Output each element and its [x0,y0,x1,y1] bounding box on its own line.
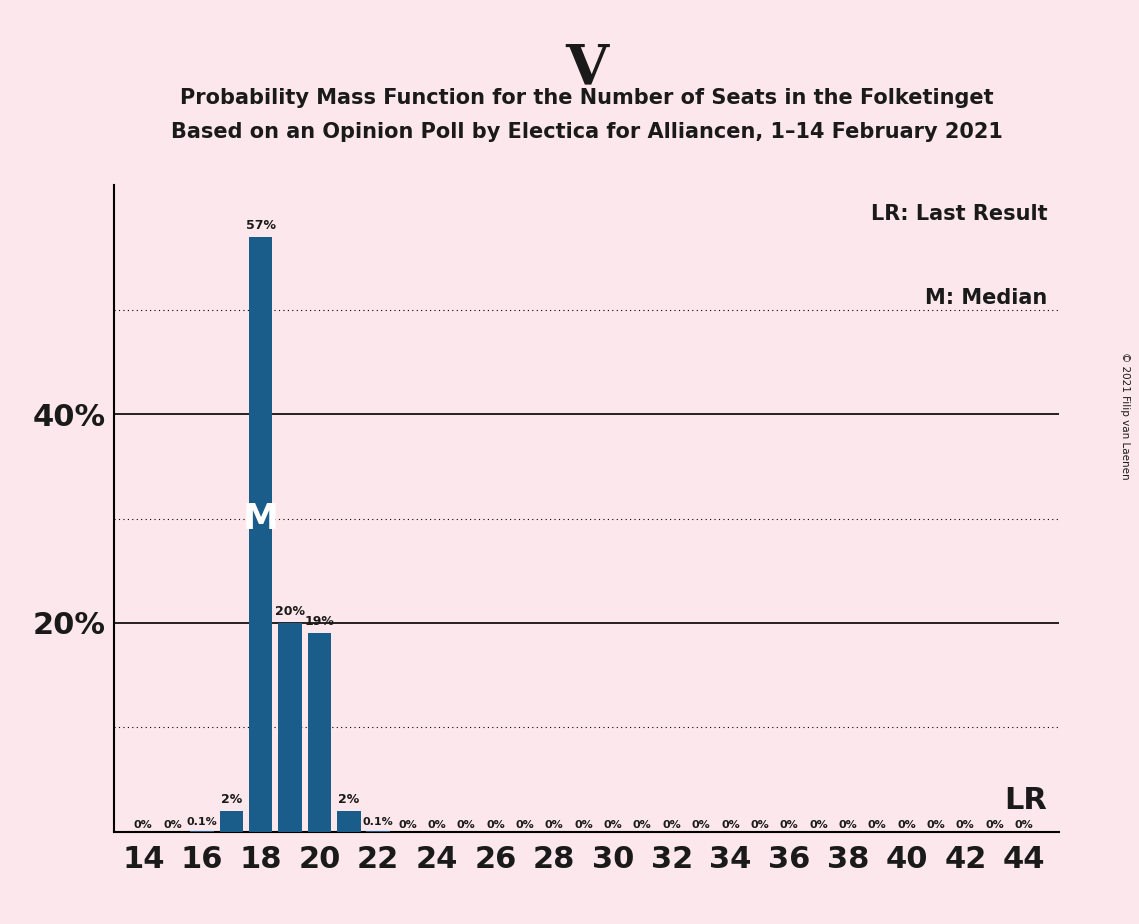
Text: 2%: 2% [338,793,360,806]
Bar [249,237,272,832]
Bar [308,633,331,832]
Text: LR: Last Result: LR: Last Result [871,204,1048,225]
Bar [337,810,361,832]
Text: 20%: 20% [274,604,305,618]
Text: 0%: 0% [427,820,446,830]
Bar [220,810,243,832]
Text: 0%: 0% [134,820,153,830]
Text: 0%: 0% [544,820,564,830]
Bar [190,831,214,832]
Text: 19%: 19% [304,615,335,628]
Text: 0%: 0% [780,820,798,830]
Text: 0%: 0% [868,820,886,830]
Text: 0%: 0% [516,820,534,830]
Text: 0%: 0% [604,820,622,830]
Bar [367,831,390,832]
Text: 0.1%: 0.1% [187,818,218,827]
Text: 0%: 0% [633,820,652,830]
Text: 0%: 0% [809,820,828,830]
Text: 0%: 0% [721,820,740,830]
Text: 0%: 0% [399,820,417,830]
Text: 0%: 0% [751,820,769,830]
Text: M: M [243,502,279,536]
Text: M: Median: M: Median [925,288,1048,309]
Text: Based on an Opinion Poll by Electica for Alliancen, 1–14 February 2021: Based on an Opinion Poll by Electica for… [171,122,1002,142]
Text: 0%: 0% [163,820,182,830]
Text: 0.1%: 0.1% [362,818,393,827]
Text: 0%: 0% [486,820,505,830]
Text: © 2021 Filip van Laenen: © 2021 Filip van Laenen [1121,352,1130,480]
Text: 0%: 0% [838,820,858,830]
Text: 57%: 57% [246,219,276,232]
Text: 0%: 0% [898,820,916,830]
Text: Probability Mass Function for the Number of Seats in the Folketinget: Probability Mass Function for the Number… [180,88,993,108]
Text: LR: LR [1005,785,1048,815]
Text: 0%: 0% [574,820,593,830]
Text: 0%: 0% [663,820,681,830]
Text: 2%: 2% [221,793,241,806]
Text: 0%: 0% [956,820,975,830]
Text: 0%: 0% [691,820,711,830]
Text: V: V [565,42,608,97]
Text: 0%: 0% [457,820,476,830]
Text: 0%: 0% [927,820,945,830]
Text: 0%: 0% [985,820,1005,830]
Bar [278,623,302,832]
Text: 0%: 0% [1015,820,1033,830]
